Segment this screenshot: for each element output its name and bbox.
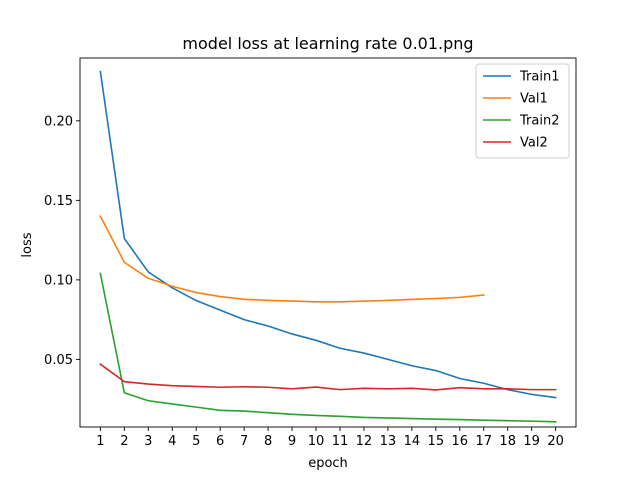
legend-label-val2: Val2 [520, 136, 548, 151]
x-tick-label: 11 [332, 434, 349, 449]
plot-area: 1 2 3 4 5 6 7 8 9 10 11 12 13 14 15 16 17 18 19 200.050.100… [44, 57, 577, 449]
x-tick-label: 20 [547, 434, 564, 449]
x-tick-label: 15 [428, 434, 445, 449]
legend-label-val1: Val1 [520, 92, 548, 107]
series-line-val1 [99, 215, 485, 303]
series-line-train2 [99, 272, 557, 423]
x-axis-label: epoch [308, 456, 348, 471]
x-tick-label: 6 [216, 434, 224, 449]
x-tick-label: 12 [356, 434, 373, 449]
chart-title: model loss at learning rate 0.01.png [182, 34, 473, 53]
x-tick-label: 14 [404, 434, 421, 449]
y-tick-label: 0.05 [44, 353, 73, 368]
x-tick-label: 10 [308, 434, 325, 449]
x-tick-label: 16 [452, 434, 469, 449]
x-tick-label: 1 [96, 434, 104, 449]
series-line-train1 [99, 70, 557, 399]
legend: Train1 Val1 Train2 Val2 [475, 63, 570, 159]
series-line-val2 [99, 363, 557, 391]
legend-box [475, 63, 570, 159]
x-tick-label: 17 [475, 434, 492, 449]
legend-label-train1: Train1 [519, 70, 559, 85]
x-tick-label: 2 [120, 434, 128, 449]
y-axis-label: loss [20, 232, 35, 257]
x-tick-label: 4 [168, 434, 176, 449]
x-tick-label: 18 [499, 434, 516, 449]
x-tick-label: 19 [523, 434, 540, 449]
x-tick-label: 5 [192, 434, 200, 449]
y-tick-label: 0.20 [44, 114, 73, 129]
x-tick-label: 13 [380, 434, 397, 449]
y-tick-label: 0.10 [44, 273, 73, 288]
axes-frame [79, 57, 577, 428]
x-tick-label: 8 [264, 434, 272, 449]
y-tick-label: 0.15 [44, 194, 73, 209]
x-tick-label: 3 [144, 434, 152, 449]
x-tick-label: 9 [288, 434, 296, 449]
x-tick-label: 7 [240, 434, 248, 449]
legend-label-train2: Train2 [519, 114, 559, 129]
